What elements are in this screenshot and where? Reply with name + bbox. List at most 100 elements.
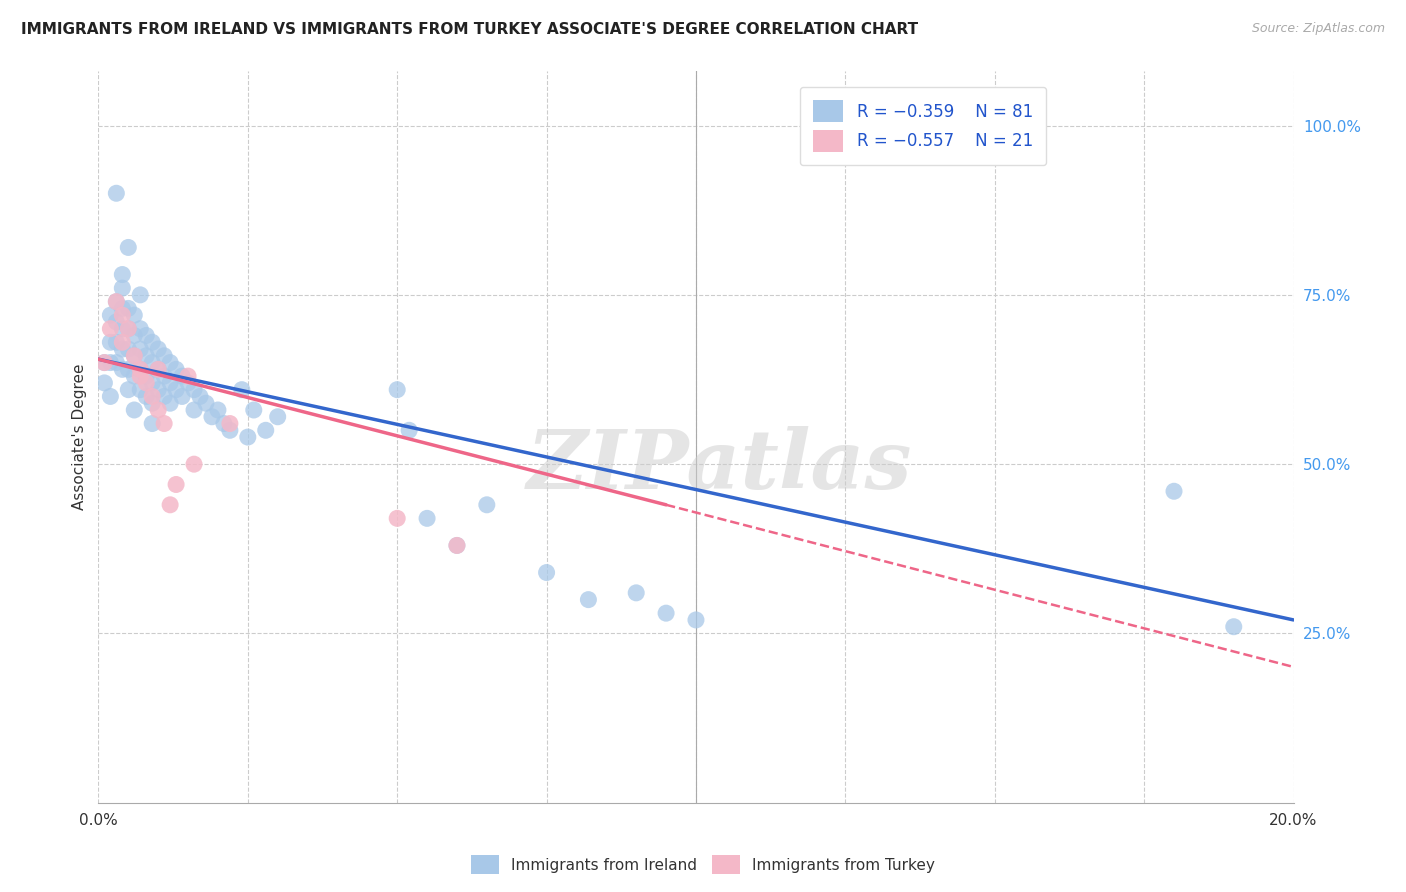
Point: [183, 383, 205, 397]
Point: [117, 342, 139, 356]
Point: [111, 335, 134, 350]
Point: [129, 369, 152, 384]
Point: [685, 613, 707, 627]
Point: [236, 430, 259, 444]
Point: [183, 457, 205, 471]
Point: [254, 423, 277, 437]
Point: [385, 383, 409, 397]
Point: [111, 281, 134, 295]
Point: [111, 268, 134, 282]
Point: [446, 538, 468, 552]
Point: [165, 362, 187, 376]
Point: [111, 301, 134, 316]
Point: [135, 389, 157, 403]
Point: [111, 362, 134, 376]
Point: [98, 322, 122, 336]
Text: ZIPatlas: ZIPatlas: [527, 426, 912, 507]
Point: [129, 288, 152, 302]
Point: [141, 396, 163, 410]
Point: [141, 389, 163, 403]
Point: [267, 409, 290, 424]
Point: [231, 383, 253, 397]
Point: [536, 566, 558, 580]
Point: [475, 498, 498, 512]
Point: [446, 538, 468, 552]
Point: [177, 376, 200, 390]
Point: [93, 355, 115, 369]
Point: [93, 355, 115, 369]
Text: Source: ZipAtlas.com: Source: ZipAtlas.com: [1251, 22, 1385, 36]
Point: [626, 586, 648, 600]
Point: [1223, 620, 1246, 634]
Point: [105, 315, 128, 329]
Point: [141, 355, 163, 369]
Point: [172, 389, 194, 403]
Point: [105, 355, 128, 369]
Point: [172, 369, 194, 384]
Point: [117, 383, 139, 397]
Point: [93, 376, 115, 390]
Point: [188, 389, 211, 403]
Point: [153, 389, 176, 403]
Point: [153, 369, 176, 384]
Point: [141, 417, 163, 431]
Point: [141, 335, 163, 350]
Point: [165, 383, 187, 397]
Point: [148, 403, 170, 417]
Point: [117, 322, 139, 336]
Point: [159, 396, 181, 410]
Point: [105, 186, 128, 201]
Point: [398, 423, 420, 437]
Point: [98, 335, 122, 350]
Point: [165, 477, 187, 491]
Point: [655, 606, 678, 620]
Legend: Immigrants from Ireland, Immigrants from Turkey: Immigrants from Ireland, Immigrants from…: [465, 849, 941, 880]
Point: [207, 403, 229, 417]
Point: [117, 322, 139, 336]
Point: [153, 349, 176, 363]
Point: [219, 417, 242, 431]
Point: [148, 383, 170, 397]
Point: [219, 423, 242, 437]
Point: [135, 376, 157, 390]
Point: [141, 376, 163, 390]
Point: [98, 355, 122, 369]
Point: [129, 322, 152, 336]
Point: [201, 409, 224, 424]
Point: [195, 396, 218, 410]
Point: [129, 362, 152, 376]
Point: [124, 369, 146, 384]
Point: [148, 362, 170, 376]
Point: [416, 511, 439, 525]
Point: [129, 383, 152, 397]
Point: [111, 322, 134, 336]
Point: [135, 349, 157, 363]
Point: [105, 294, 128, 309]
Point: [578, 592, 600, 607]
Point: [135, 328, 157, 343]
Point: [124, 308, 146, 322]
Point: [159, 355, 181, 369]
Point: [1163, 484, 1185, 499]
Point: [148, 342, 170, 356]
Point: [153, 417, 176, 431]
Point: [385, 511, 409, 525]
Point: [159, 376, 181, 390]
Point: [117, 240, 139, 254]
Point: [183, 403, 205, 417]
Point: [159, 498, 181, 512]
Point: [98, 389, 122, 403]
Point: [135, 369, 157, 384]
Point: [148, 362, 170, 376]
Legend: R = −0.359    N = 81, R = −0.557    N = 21: R = −0.359 N = 81, R = −0.557 N = 21: [800, 87, 1046, 165]
Point: [212, 417, 235, 431]
Point: [129, 342, 152, 356]
Point: [177, 369, 200, 384]
Point: [117, 362, 139, 376]
Point: [243, 403, 266, 417]
Point: [124, 349, 146, 363]
Point: [111, 342, 134, 356]
Point: [105, 335, 128, 350]
Point: [105, 294, 128, 309]
Point: [124, 403, 146, 417]
